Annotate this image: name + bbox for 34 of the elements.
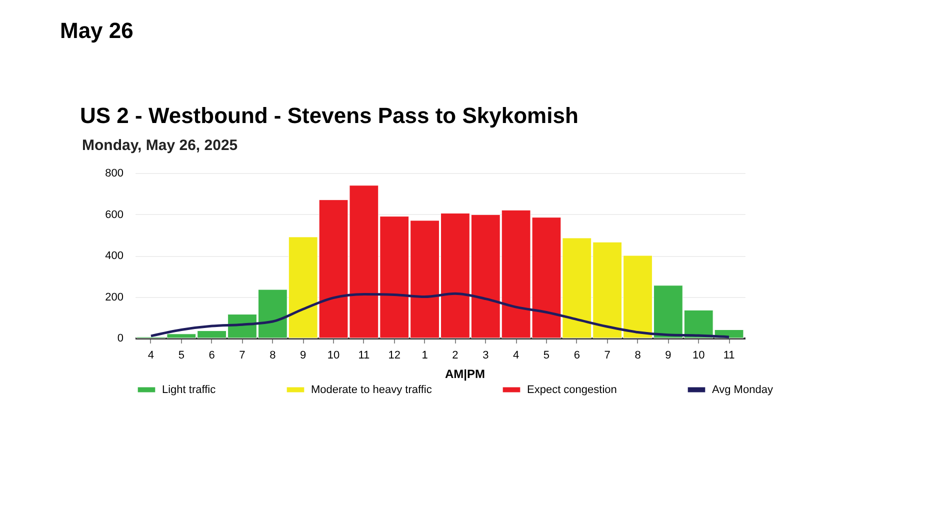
- legend-label: Avg Monday: [712, 384, 774, 396]
- chart-title: US 2 - Westbound - Stevens Pass to Skykomish: [80, 103, 578, 128]
- x-tick-label: 6: [208, 350, 215, 362]
- x-tick-label: 10: [327, 350, 340, 362]
- x-tick-label: 6: [574, 350, 580, 362]
- x-tick-label: 8: [270, 350, 276, 362]
- x-tick-label: 2: [452, 350, 458, 362]
- y-tick-label: 0: [117, 332, 124, 344]
- legend-label: Light traffic: [162, 384, 216, 396]
- x-tick-label: 12: [388, 350, 400, 362]
- x-tick-label: 7: [604, 350, 610, 362]
- y-tick-label: 600: [105, 208, 124, 221]
- x-tick-label: 7: [239, 350, 246, 362]
- text: AM|PM: [444, 367, 486, 381]
- x-tick-label: 10: [692, 350, 705, 362]
- chart-subtitle: Monday, May 26, 2025: [82, 137, 238, 154]
- x-tick-label: 5: [543, 350, 550, 362]
- line-series: [150, 292, 730, 338]
- x-tick-label: 11: [723, 350, 735, 362]
- x-tick-label: 3: [482, 350, 489, 362]
- legend-label: Expect congestion: [527, 384, 617, 396]
- x-tick-label: 8: [634, 350, 641, 362]
- text: May 26: [60, 18, 134, 43]
- legend-label: Moderate to heavy traffic: [311, 384, 432, 396]
- x-tick-label: 11: [358, 350, 370, 362]
- x-tick-label: 5: [178, 350, 184, 362]
- x-tick-label: 4: [148, 350, 154, 362]
- y-tick-label: 400: [105, 250, 124, 262]
- y-tick-label: 800: [105, 168, 124, 180]
- y-tick-label: 200: [105, 291, 124, 304]
- x-tick-label: 9: [300, 350, 306, 362]
- x-tick-label: 1: [422, 350, 428, 362]
- x-tick-label: 4: [512, 350, 520, 362]
- x-tick-label: 9: [665, 350, 672, 362]
